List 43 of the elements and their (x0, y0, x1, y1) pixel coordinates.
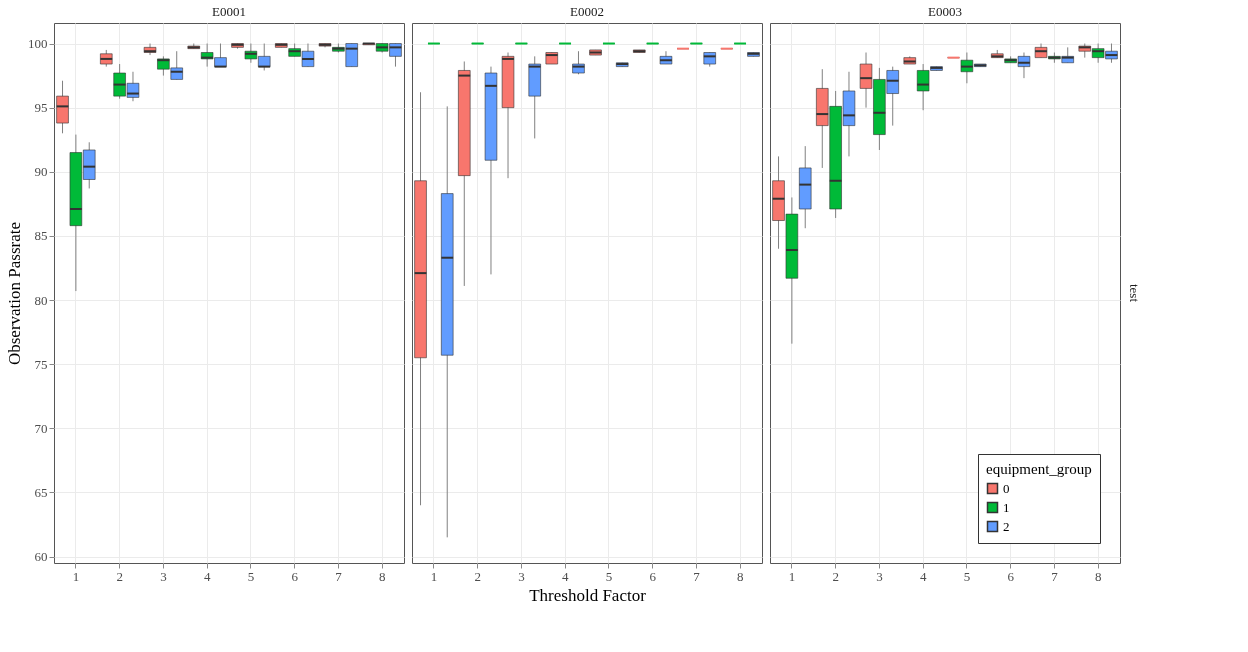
y-tick-label: 65 (34, 484, 48, 500)
chart-title: E0001 (212, 4, 246, 19)
x-tick-label: 3 (876, 568, 883, 584)
y-tick-label: 60 (34, 549, 48, 565)
x-tick-label: 6 (1007, 568, 1015, 584)
x-tick-label: 8 (378, 568, 386, 584)
x-tick-label: 1 (430, 568, 438, 584)
y-tick-label: 90 (34, 164, 48, 180)
x-tick-label: 2 (474, 568, 481, 584)
y-tick-label: 85 (34, 228, 48, 244)
x-tick-label: 5 (605, 568, 613, 584)
x-axis-title: Threshold Factor (529, 585, 647, 605)
y-tick-label: 80 (34, 292, 48, 308)
legend-title: equipment_group (986, 461, 1092, 477)
x-tick-label: 6 (291, 568, 299, 584)
x-tick-label: 7 (335, 568, 343, 584)
y-tick-label: 70 (34, 420, 48, 436)
x-tick-label: 3 (160, 568, 167, 584)
legend-label: 2 (1003, 518, 1010, 534)
y-tick-label: 100 (28, 36, 48, 52)
x-tick-label: 7 (1051, 568, 1059, 584)
chart-title: E0003 (928, 4, 962, 19)
x-tick-label: 4 (203, 568, 211, 584)
y-tick-label: 95 (34, 100, 48, 116)
y-tick-label: 75 (34, 356, 48, 372)
x-tick-label: 4 (561, 568, 569, 584)
legend-label: 0 (1003, 480, 1010, 496)
x-tick-label: 1 (788, 568, 796, 584)
x-tick-label: 4 (919, 568, 927, 584)
x-tick-label: 1 (72, 568, 80, 584)
x-tick-label: 8 (1094, 568, 1102, 584)
legend-label: 1 (1003, 499, 1010, 515)
text: test (1127, 283, 1142, 303)
x-tick-label: 2 (116, 568, 123, 584)
x-tick-label: 6 (649, 568, 657, 584)
x-tick-label: 5 (247, 568, 255, 584)
chart-title: E0002 (570, 4, 604, 19)
x-tick-label: 7 (693, 568, 701, 584)
y-axis-title: Observation Passrate (5, 221, 24, 366)
x-tick-label: 2 (832, 568, 839, 584)
x-tick-label: 8 (736, 568, 744, 584)
x-tick-label: 3 (518, 568, 525, 584)
x-tick-label: 5 (963, 568, 971, 584)
